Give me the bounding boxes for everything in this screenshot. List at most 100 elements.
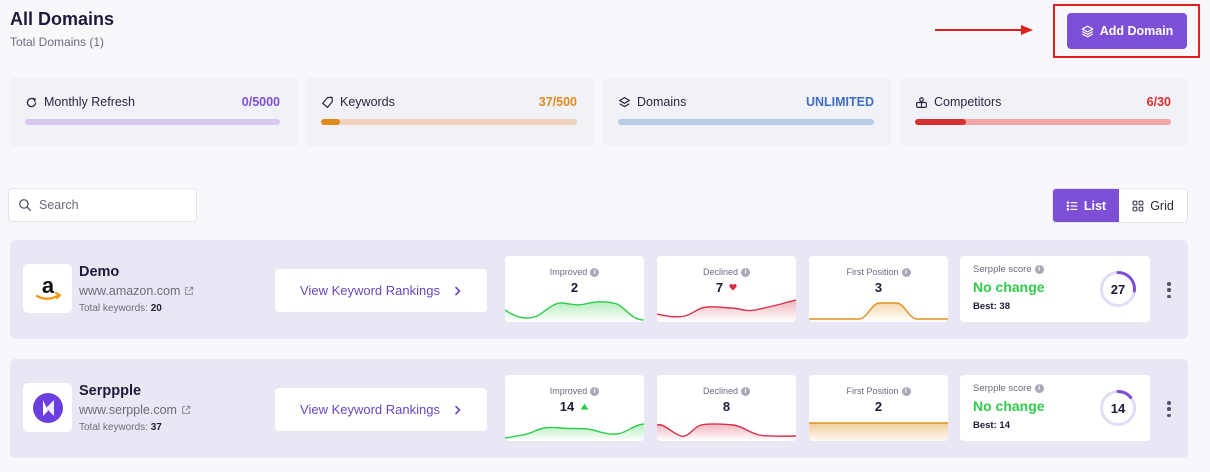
score-value: 14 [1110,400,1126,416]
serpple-logo [23,383,72,432]
view-keyword-rankings-label: View Keyword Rankings [300,402,440,417]
score-ring [1100,271,1136,307]
first-position-metric[interactable]: First Position i 3 [809,256,948,322]
list-view-label: List [1083,198,1107,213]
quota-progress-fill [321,119,340,125]
improved-metric[interactable]: Improved i 2 [505,256,644,322]
quota-value: 6/30 [1146,95,1171,109]
score-label: Serpple score [973,264,1032,275]
quota-label: Competitors [934,95,1002,109]
total-keywords-label: Total keywords: [79,422,148,433]
score-best-label: Best: [973,301,997,312]
external-link-icon[interactable] [184,286,194,296]
quota-keywords: Keywords 37/500 [306,78,594,146]
info-icon[interactable]: i [590,386,600,396]
score-ring [1100,390,1136,426]
domain-url-text: www.amazon.com [79,284,181,298]
tag-icon [322,96,333,108]
quota-label: Domains [637,95,687,109]
total-keywords-value: 37 [150,422,162,433]
search-icon [19,199,31,211]
more-options-icon[interactable] [1165,399,1173,419]
info-icon[interactable]: i [1034,384,1044,393]
metric-value: 3 [874,280,883,295]
score-best-value: 14 [999,420,1010,431]
score-best-value: 38 [999,301,1010,312]
info-icon[interactable]: i [590,267,600,277]
more-options-icon[interactable] [1165,280,1173,300]
metric-value: 7 [715,280,724,295]
total-keywords-value: 20 [150,303,162,314]
quota-value: 0/5000 [241,95,280,109]
refresh-icon [26,96,37,107]
list-view-button[interactable]: List [1053,189,1119,222]
layers-icon [619,96,630,107]
chevron-right-icon [455,286,461,295]
quota-value: 37/500 [538,95,577,109]
domain-total-keywords: Total keywords: 37 [79,422,162,433]
info-icon[interactable]: i [741,386,751,396]
score-best: Best: 38 [973,301,1010,312]
competitors-icon [916,96,927,108]
annotation-arrow [935,25,1033,35]
view-toggle: List Grid [1052,188,1188,223]
domain-total-keywords: Total keywords: 20 [79,303,162,314]
search-box[interactable] [8,188,197,222]
metric-label: First Position [846,386,899,396]
grid-icon [1132,200,1144,211]
quota-progress-track [321,119,577,125]
score-status: No change [973,279,1045,295]
score-best: Best: 14 [973,420,1010,431]
domain-name[interactable]: Serppple [79,383,142,399]
domain-name[interactable]: Demo [79,264,120,280]
quota-progress-track [25,119,280,125]
declined-metric[interactable]: Declined i 7 [657,256,796,322]
info-icon[interactable]: i [1034,265,1044,274]
search-input[interactable] [39,198,189,212]
quota-monthly-refresh: Monthly Refresh 0/5000 [10,78,297,146]
domain-url[interactable]: www.serpple.com [79,403,191,417]
chevron-right-icon [455,405,461,414]
first-position-metric[interactable]: First Position i 2 [809,375,948,441]
view-keyword-rankings-button[interactable]: View Keyword Rankings [275,269,487,312]
info-icon[interactable]: i [901,267,911,277]
grid-view-label: Grid [1150,198,1174,213]
amazon-logo: a [23,264,72,313]
add-domain-label: Add Domain [1099,24,1174,38]
metric-label: Improved [549,386,588,396]
score-best-label: Best: [973,420,997,431]
declined-heart-icon [729,284,737,291]
quota-progress-fill [915,119,967,125]
grid-view-button[interactable]: Grid [1119,189,1187,222]
quota-label: Monthly Refresh [44,95,136,109]
improved-sparkline [505,423,644,441]
info-icon[interactable]: i [901,386,911,396]
domain-url[interactable]: www.amazon.com [79,284,194,298]
metric-label: First Position [846,267,899,277]
metric-label: Declined [702,386,739,396]
metric-value: 2 [570,280,579,295]
info-icon[interactable]: i [741,267,751,277]
domain-url-text: www.serpple.com [79,403,177,417]
page-title: All Domains [10,9,115,29]
external-link-icon[interactable] [181,405,191,415]
layers-icon [1081,25,1094,37]
view-keyword-rankings-button[interactable]: View Keyword Rankings [275,388,487,431]
domain-row: Serppple www.serpple.com Total keywords:… [10,359,1188,458]
improved-sparkline [505,301,644,322]
quota-domains: Domains UNLIMITED [603,78,891,146]
total-keywords-label: Total keywords: [79,303,148,314]
declined-metric[interactable]: Declined i 8 [657,375,796,441]
improved-metric[interactable]: Improved i 14 [505,375,644,441]
score-label: Serpple score [973,383,1032,394]
svg-text:a: a [41,274,54,298]
annotation-highlight-box [1053,4,1200,58]
metric-value: 2 [874,399,883,414]
list-icon [1066,201,1078,210]
metric-value: 8 [722,399,731,414]
add-domain-button[interactable]: Add Domain [1067,13,1187,49]
trend-up-icon [580,403,589,410]
quota-progress-track [915,119,1171,125]
page-subtitle: Total Domains (1) [10,35,105,49]
quota-value: UNLIMITED [805,95,874,109]
